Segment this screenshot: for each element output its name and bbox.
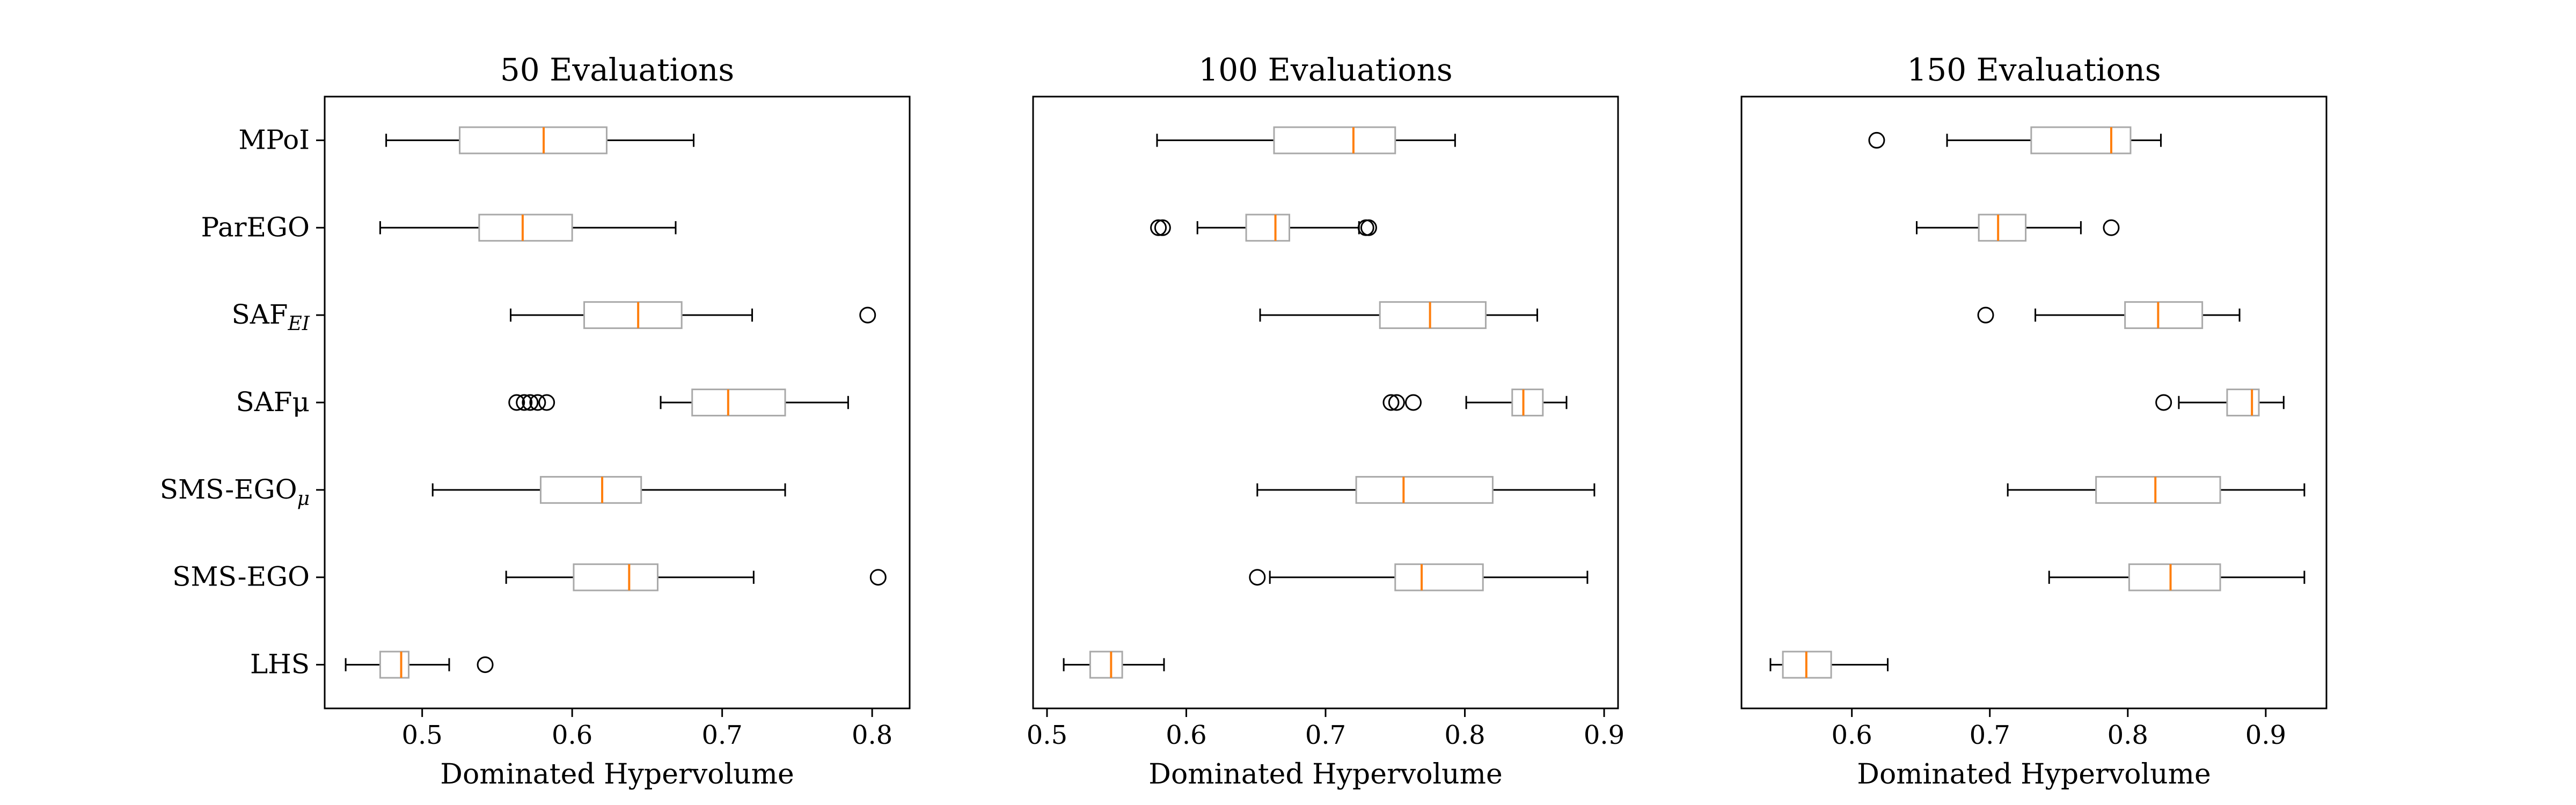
iqr-box	[459, 126, 608, 155]
panel-150-evaluations: 150 Evaluations 0.6 0.7 0.8 0.9 Dominated H…	[1740, 52, 2328, 791]
iqr-box	[2095, 475, 2221, 504]
outlier-point	[1388, 394, 1405, 411]
outlier-point	[1249, 569, 1266, 586]
iqr-box	[1355, 475, 1494, 504]
iqr-box	[478, 214, 573, 242]
iqr-box	[1511, 389, 1544, 416]
outlier-point	[1150, 219, 1167, 236]
x-tick-label: 0.8	[2107, 720, 2148, 750]
category-label: SMS-EGO	[172, 561, 310, 592]
x-tick-label: 0.8	[852, 720, 892, 750]
x-tick-label: 0.9	[2245, 720, 2286, 750]
x-axis-label: Dominated Hypervolume	[1857, 758, 2211, 791]
x-tick-label: 0.7	[701, 720, 742, 750]
outlier-point	[1977, 306, 1994, 324]
x-axis-label: Dominated Hypervolume	[1148, 758, 1502, 791]
outlier-point	[1382, 394, 1400, 411]
outlier-point	[529, 394, 546, 411]
iqr-box	[1978, 214, 2027, 242]
outlier-point	[869, 569, 887, 586]
category-label: SAFμ	[236, 386, 310, 418]
category-label: LHS	[250, 649, 310, 680]
outlier-point	[2155, 394, 2172, 411]
panel-100-evaluations: 100 Evaluations 0.5 0.6 0.7 0.8 0.9 Dominate…	[1027, 52, 1624, 791]
outlier-point	[522, 394, 539, 411]
panel-title: 150 Evaluations	[1907, 52, 2161, 88]
panel-title: 100 Evaluations	[1198, 52, 1452, 88]
outlier-point	[516, 394, 533, 411]
iqr-box	[691, 389, 786, 416]
x-tick-label: 0.8	[1444, 720, 1485, 750]
iqr-box	[539, 475, 642, 504]
panel-50-evaluations: 50 Evaluations 0.5 0.6 0.7 0.8 MPoI ParEGO SAF…	[160, 52, 911, 791]
category-label: ParEGO	[201, 211, 310, 243]
outlier-point	[1360, 219, 1377, 236]
iqr-box	[573, 563, 658, 591]
outlier-point	[1868, 131, 1885, 149]
category-label: SAFEI	[231, 299, 310, 335]
outlier-point	[477, 656, 494, 674]
outlier-point	[859, 306, 876, 324]
x-tick-label: 0.6	[1831, 720, 1872, 750]
x-tick-label: 0.6	[1166, 720, 1206, 750]
x-tick-label: 0.7	[1305, 720, 1346, 750]
category-label: MPoI	[238, 124, 310, 155]
x-tick-label: 0.6	[552, 720, 592, 750]
iqr-box	[1245, 214, 1291, 242]
iqr-box	[379, 650, 410, 679]
axes-frame	[1740, 96, 2328, 709]
iqr-box	[1273, 126, 1396, 155]
outlier-point	[1154, 219, 1171, 236]
iqr-box	[1394, 563, 1484, 591]
iqr-box	[2124, 301, 2204, 330]
iqr-box	[2226, 389, 2260, 416]
x-axis-label: Dominated Hypervolume	[440, 758, 794, 791]
category-label: SMS-EGOμ	[160, 474, 310, 510]
outlier-point	[538, 394, 555, 411]
panel-title: 50 Evaluations	[500, 52, 734, 88]
iqr-box	[2128, 563, 2221, 591]
outlier-point	[2103, 219, 2120, 236]
iqr-box	[583, 301, 683, 330]
x-tick-label: 0.9	[1584, 720, 1624, 750]
iqr-box	[1089, 650, 1123, 679]
outlier-point	[508, 394, 525, 411]
iqr-box	[2030, 126, 2132, 155]
x-tick-label: 0.7	[1970, 720, 2010, 750]
iqr-box	[1379, 301, 1487, 330]
x-tick-label: 0.5	[1027, 720, 1067, 750]
outlier-point	[1405, 394, 1422, 411]
x-tick-label: 0.5	[401, 720, 442, 750]
